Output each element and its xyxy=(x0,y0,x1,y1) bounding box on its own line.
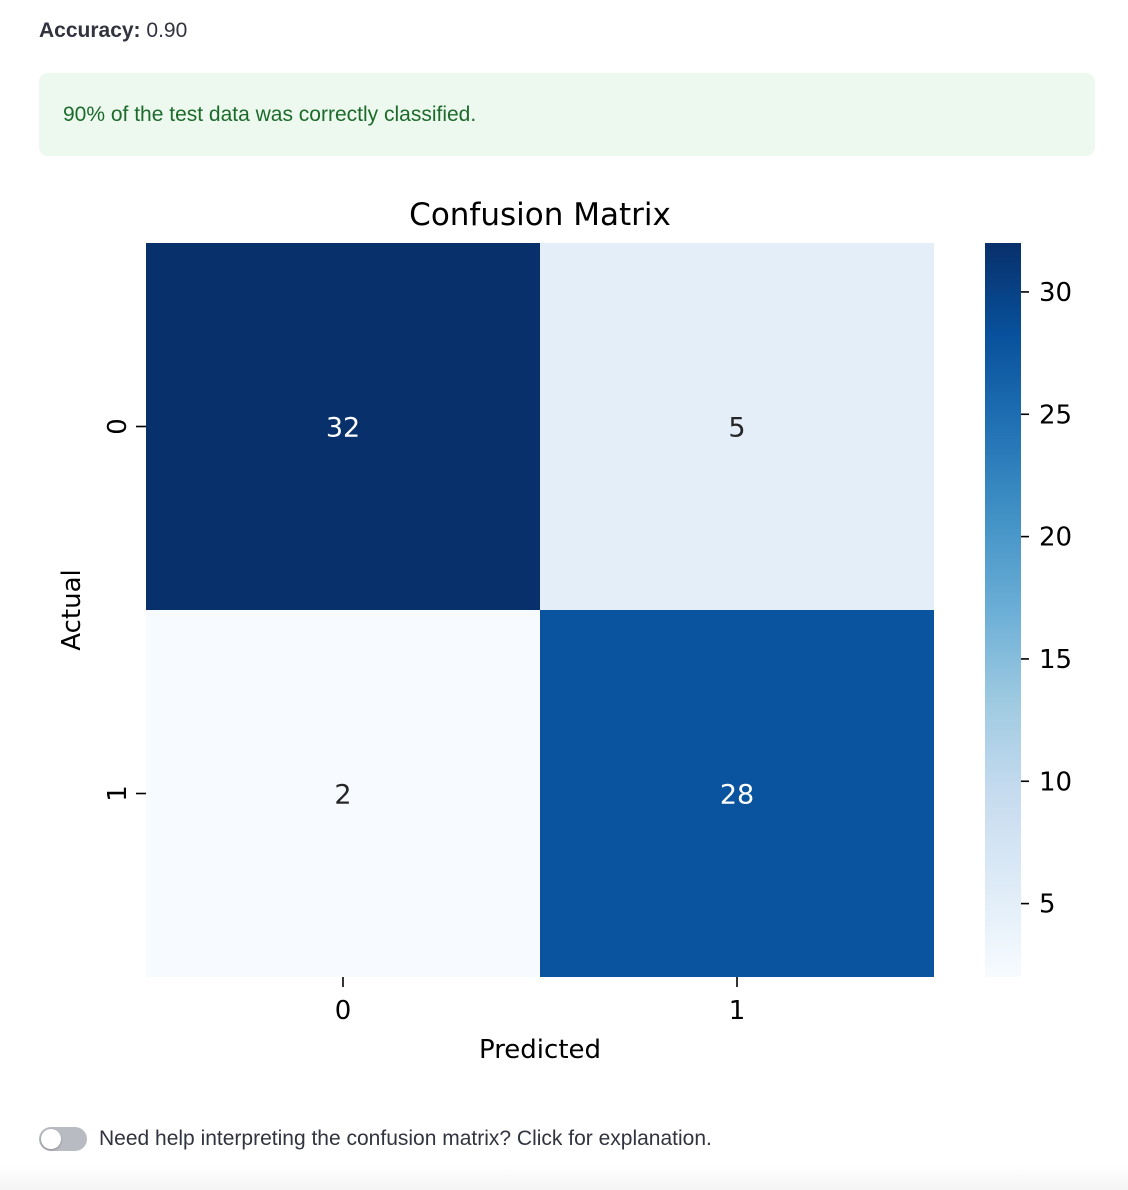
bottom-fade xyxy=(0,1166,1128,1190)
success-alert-text: 90% of the test data was correctly class… xyxy=(63,102,477,126)
x-axis-label: Predicted xyxy=(479,1035,601,1065)
chart-title: Confusion Matrix xyxy=(409,197,671,233)
explanation-toggle[interactable] xyxy=(39,1127,87,1151)
x-tick-label-1: 1 xyxy=(729,996,746,1026)
accuracy-value: 0.90 xyxy=(146,19,188,42)
accuracy-metric: Accuracy: 0.90 xyxy=(39,16,187,46)
explanation-toggle-row[interactable]: Need help interpreting the confusion mat… xyxy=(39,1122,712,1156)
y-tick-label-0: 0 xyxy=(103,418,133,435)
heatmap-cell-0-0 xyxy=(146,243,540,610)
colorbar-tick-label-1: 10 xyxy=(1039,767,1072,797)
colorbar-tick-label-4: 25 xyxy=(1039,400,1072,430)
colorbar-tick-label-3: 20 xyxy=(1039,523,1072,553)
accuracy-label: Accuracy: xyxy=(39,19,141,42)
cell-label-1-0: 2 xyxy=(334,780,351,811)
y-tick-label-1: 1 xyxy=(103,785,133,802)
explanation-toggle-label: Need help interpreting the confusion mat… xyxy=(99,1127,712,1150)
success-alert: 90% of the test data was correctly class… xyxy=(39,73,1095,156)
cell-label-1-1: 28 xyxy=(720,780,754,811)
heatmap-cell-0-1 xyxy=(540,243,934,610)
colorbar-tick-label-5: 30 xyxy=(1039,278,1072,308)
cell-label-0-0: 32 xyxy=(326,413,360,444)
y-axis-label: Actual xyxy=(57,569,87,650)
colorbar-tick-label-0: 5 xyxy=(1039,890,1056,920)
heatmap-cell-1-0 xyxy=(146,610,540,977)
colorbar-tick-label-2: 15 xyxy=(1039,645,1072,675)
colorbar xyxy=(985,243,1021,977)
toggle-knob xyxy=(41,1129,61,1149)
cell-label-0-1: 5 xyxy=(728,413,745,444)
x-tick-label-0: 0 xyxy=(335,996,352,1026)
heatmap-cell-1-1 xyxy=(540,610,934,977)
